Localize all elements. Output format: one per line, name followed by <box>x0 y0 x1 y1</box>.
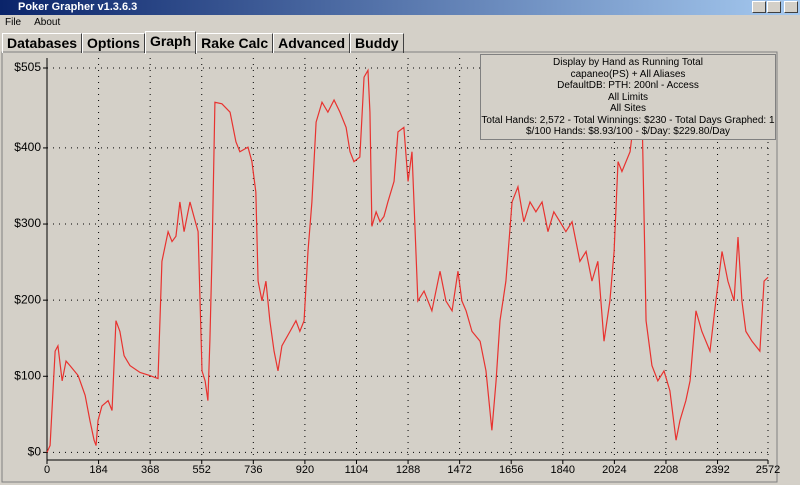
info-line: Display by Hand as Running Total <box>553 57 703 68</box>
y-tick-label: $400 <box>14 140 41 154</box>
x-tick-label: 1656 <box>499 464 523 476</box>
x-tick-label: 552 <box>193 464 211 476</box>
maximize-button[interactable] <box>767 1 781 13</box>
menu-bar: File About <box>0 15 68 31</box>
info-line: capaneo(PS) + All Aliases <box>570 68 686 80</box>
tab-strip: Databases Options Graph Rake Calc Advanc… <box>2 31 404 54</box>
info-line: All Sites <box>609 103 647 114</box>
info-line: DefaultDB: PTH: 200nl - Access <box>557 80 699 91</box>
x-tick-label: 1472 <box>447 464 471 476</box>
y-tick-label: $0 <box>28 445 42 459</box>
x-tick-label: 1288 <box>396 464 420 476</box>
y-tick-label: $100 <box>14 368 41 382</box>
close-button[interactable] <box>784 1 798 13</box>
window-title: Poker Grapher v1.3.6.3 <box>18 1 138 13</box>
menu-item[interactable]: File <box>5 17 22 28</box>
y-tick-label: $200 <box>14 292 41 306</box>
x-tick-label: 1104 <box>345 464 369 476</box>
y-tick-label: $505 <box>14 60 41 74</box>
menu-item[interactable]: About <box>34 17 61 28</box>
x-tick-label: 1840 <box>551 464 575 476</box>
tab[interactable]: Databases <box>2 33 83 53</box>
x-tick-label: 184 <box>89 464 107 476</box>
y-tick-label: $300 <box>14 216 41 230</box>
x-tick-label: 920 <box>296 464 314 476</box>
minimize-button[interactable] <box>752 1 766 13</box>
x-tick-label: 2572 <box>756 464 780 476</box>
tab[interactable]: Rake Calc <box>196 33 274 53</box>
info-line: Total Hands: 2,572 - Total Winnings: $23… <box>481 114 775 126</box>
info-line: $/100 Hands: $8.93/100 - $/Day: $229.80/… <box>525 126 731 137</box>
info-line: All Limits <box>607 91 648 103</box>
x-tick-label: 2208 <box>654 464 678 476</box>
title-bar: Poker Grapher v1.3.6.3 <box>0 0 800 15</box>
x-tick-label: 2024 <box>602 464 626 476</box>
tab[interactable]: Options <box>82 33 145 53</box>
x-tick-label: 368 <box>141 464 159 476</box>
info-box: Display by Hand as Running Total capaneo(… <box>480 54 776 140</box>
x-tick-label: 736 <box>244 464 262 476</box>
tab[interactable]: Graph <box>144 31 197 54</box>
tab[interactable]: Buddy <box>350 33 404 53</box>
tab[interactable]: Advanced <box>273 33 351 53</box>
x-tick-label: 2392 <box>705 464 729 476</box>
panel-frame <box>1 51 778 483</box>
x-tick-label: 0 <box>44 464 50 476</box>
